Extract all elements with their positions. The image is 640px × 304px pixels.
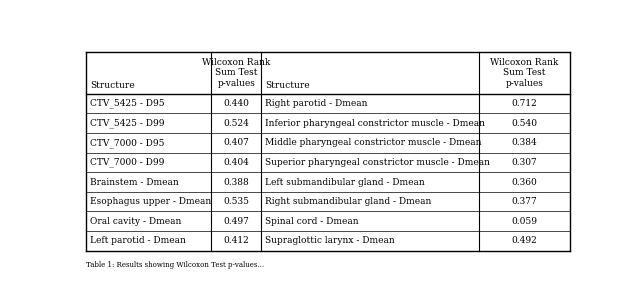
Text: 0.404: 0.404: [223, 158, 249, 167]
Text: CTV_5425 - D99: CTV_5425 - D99: [90, 118, 164, 128]
Text: CTV_7000 - D99: CTV_7000 - D99: [90, 157, 164, 167]
Text: 0.492: 0.492: [512, 237, 538, 245]
Text: Wilcoxon Rank
Sum Test
p-values: Wilcoxon Rank Sum Test p-values: [202, 58, 271, 88]
Text: 0.407: 0.407: [223, 138, 249, 147]
Text: 0.524: 0.524: [223, 119, 249, 128]
Text: Esophagus upper - Dmean: Esophagus upper - Dmean: [90, 197, 211, 206]
Text: 0.307: 0.307: [512, 158, 538, 167]
Text: Table 1: Results showing Wilcoxon Test p-values...: Table 1: Results showing Wilcoxon Test p…: [86, 261, 264, 269]
Text: 0.059: 0.059: [511, 217, 538, 226]
Text: 0.540: 0.540: [511, 119, 538, 128]
Text: 0.712: 0.712: [512, 99, 538, 108]
Text: Middle pharyngeal constrictor muscle - Dmean: Middle pharyngeal constrictor muscle - D…: [265, 138, 481, 147]
Text: 0.440: 0.440: [223, 99, 249, 108]
Text: Superior pharyngeal constrictor muscle - Dmean: Superior pharyngeal constrictor muscle -…: [265, 158, 490, 167]
Text: Spinal cord - Dmean: Spinal cord - Dmean: [265, 217, 358, 226]
Text: CTV_7000 - D95: CTV_7000 - D95: [90, 138, 164, 148]
Text: 0.377: 0.377: [512, 197, 538, 206]
Text: 0.388: 0.388: [223, 178, 249, 187]
Text: Oral cavity - Dmean: Oral cavity - Dmean: [90, 217, 181, 226]
Text: Left submandibular gland - Dmean: Left submandibular gland - Dmean: [265, 178, 425, 187]
Text: Inferior pharyngeal constrictor muscle - Dmean: Inferior pharyngeal constrictor muscle -…: [265, 119, 485, 128]
Text: Right parotid - Dmean: Right parotid - Dmean: [265, 99, 367, 108]
Text: 0.412: 0.412: [223, 237, 249, 245]
Text: CTV_5425 - D95: CTV_5425 - D95: [90, 99, 164, 109]
Text: Brainstem - Dmean: Brainstem - Dmean: [90, 178, 179, 187]
Text: 0.360: 0.360: [512, 178, 538, 187]
Text: Wilcoxon Rank
Sum Test
p-values: Wilcoxon Rank Sum Test p-values: [490, 58, 559, 88]
Text: 0.497: 0.497: [223, 217, 249, 226]
Text: Structure: Structure: [90, 81, 134, 90]
Text: Left parotid - Dmean: Left parotid - Dmean: [90, 237, 186, 245]
Text: 0.384: 0.384: [512, 138, 538, 147]
Text: Right submandibular gland - Dmean: Right submandibular gland - Dmean: [265, 197, 431, 206]
Text: Structure: Structure: [265, 81, 310, 90]
Text: 0.535: 0.535: [223, 197, 249, 206]
Text: Supraglottic larynx - Dmean: Supraglottic larynx - Dmean: [265, 237, 395, 245]
